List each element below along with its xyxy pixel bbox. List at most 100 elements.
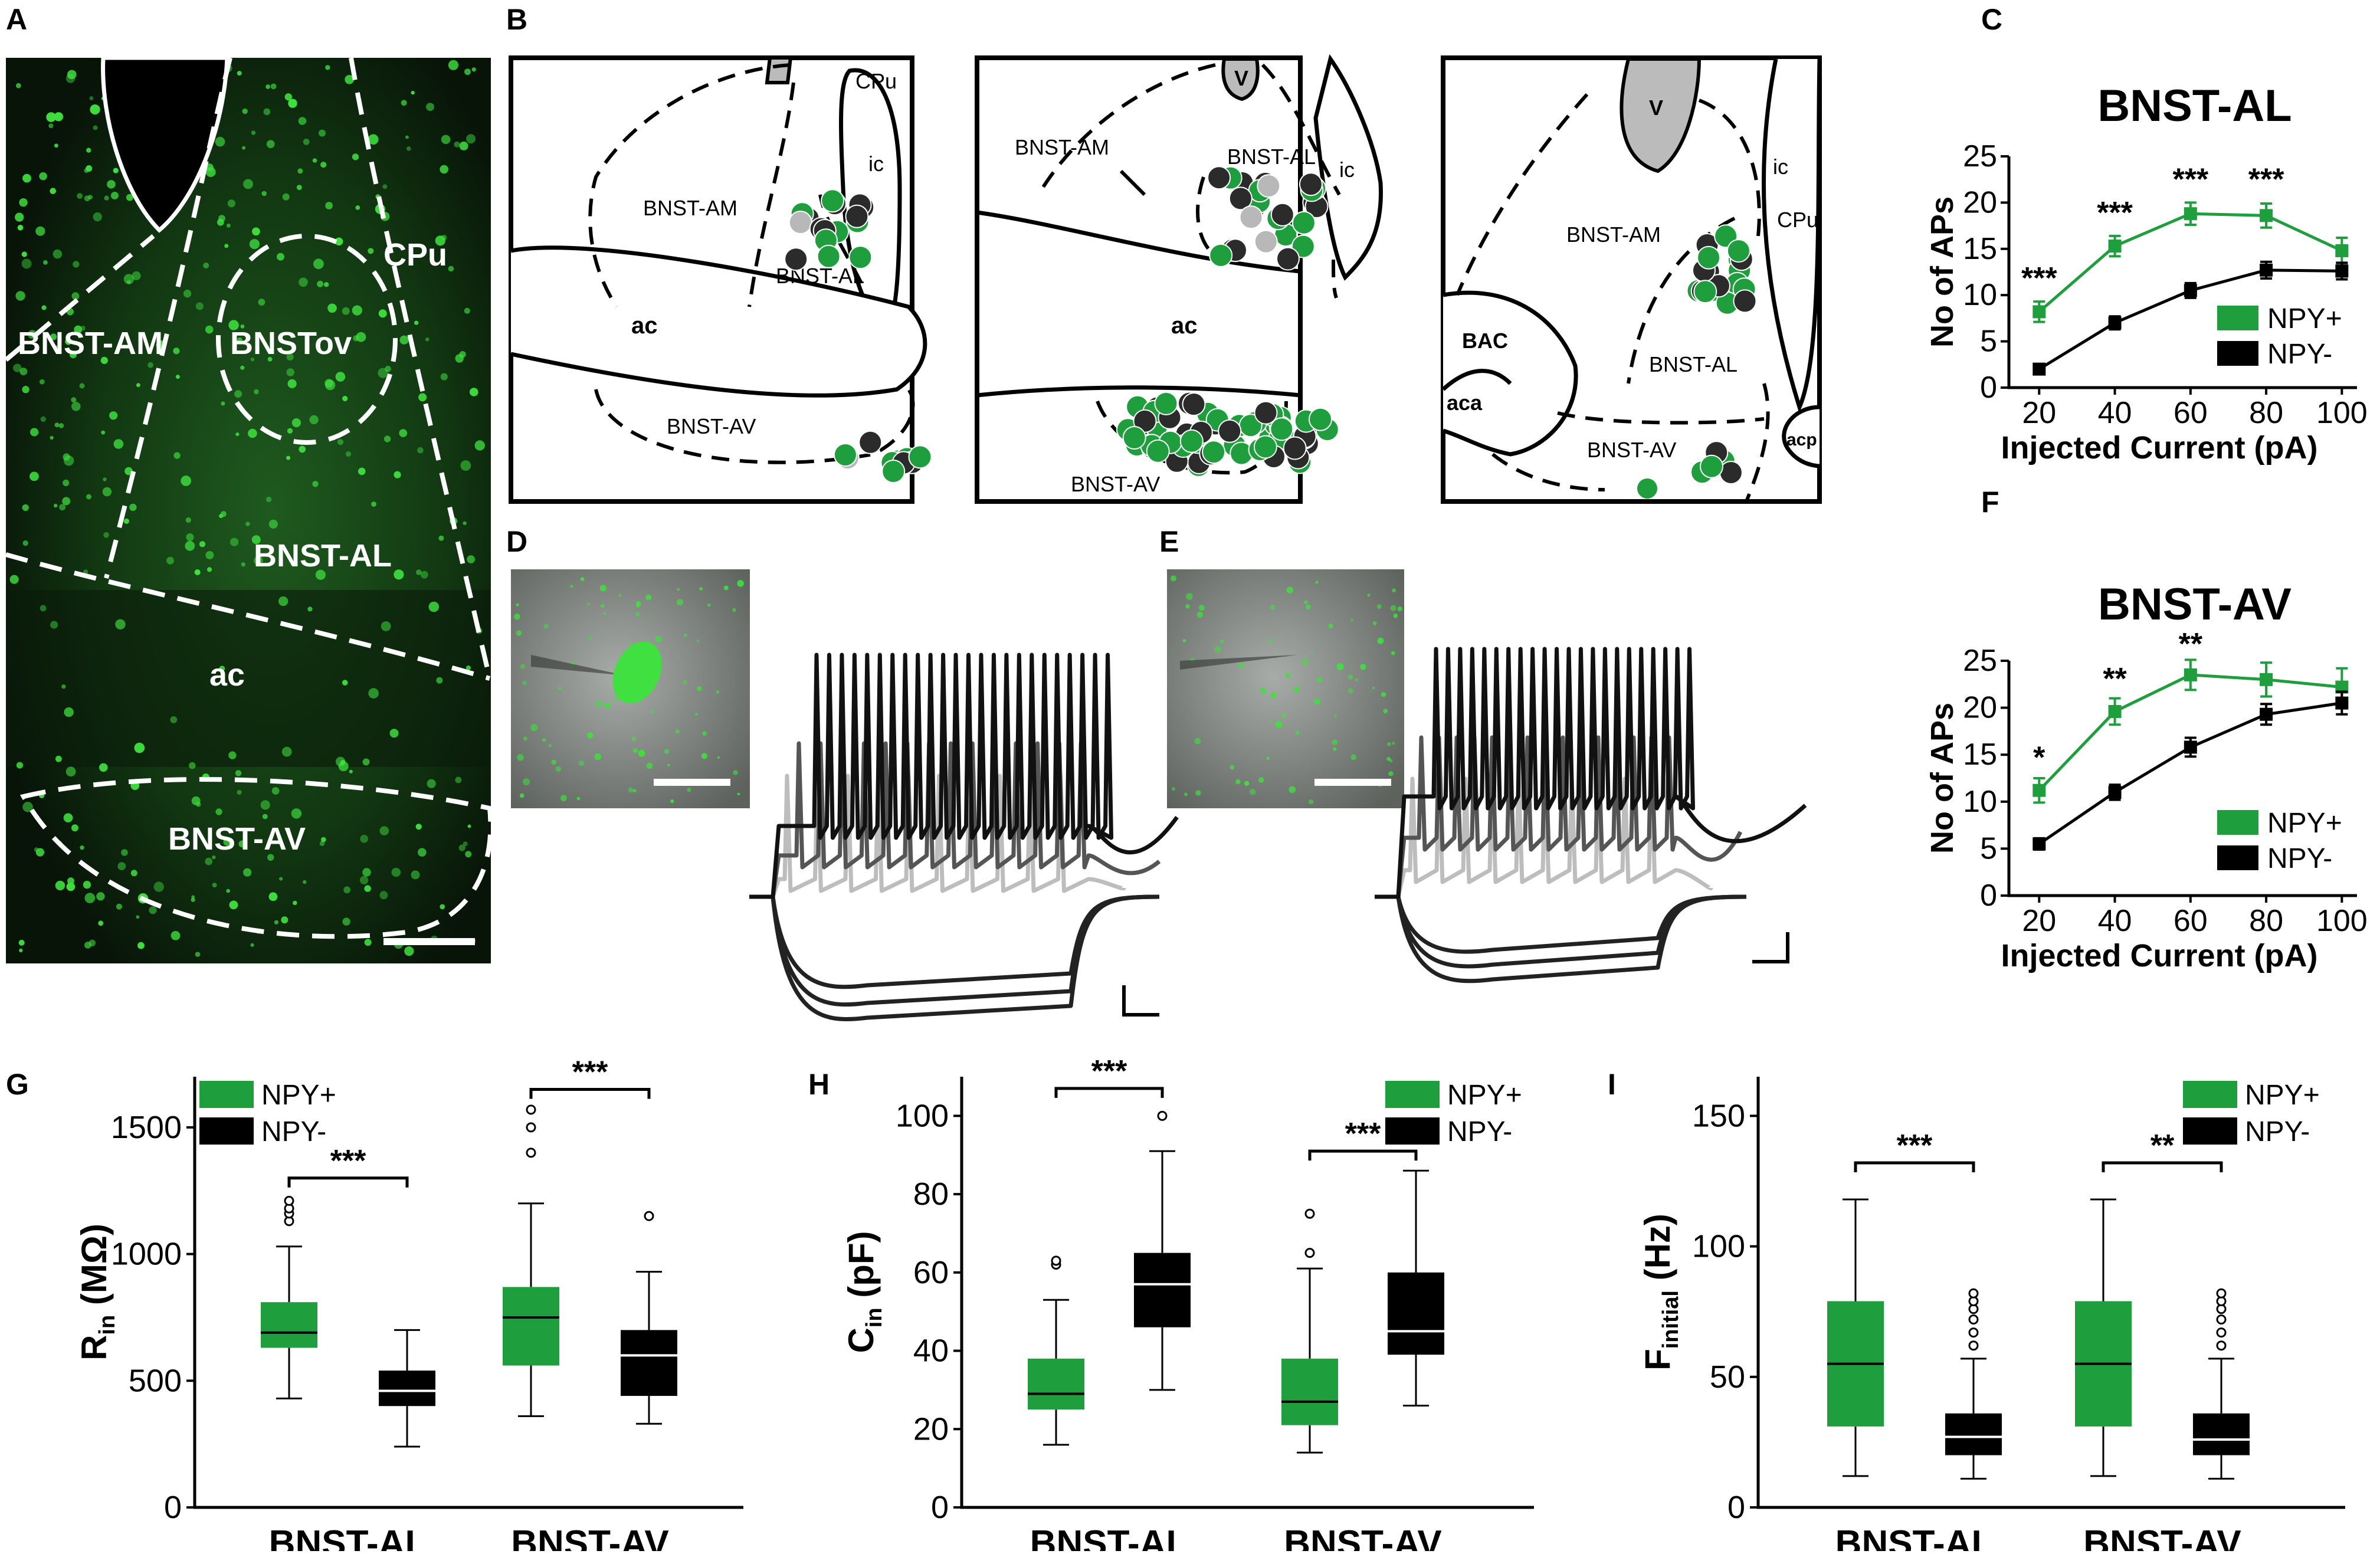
cell-dot [441,135,451,145]
cell-dot [241,562,245,567]
cell-dot [136,915,140,919]
cell-dot [1186,593,1193,600]
significance-bracket [1854,1161,1975,1172]
cell-dot [77,193,83,199]
data-point [2108,316,2122,330]
cell-dot [1392,588,1396,592]
cell-dot [64,707,74,717]
cell-dot [286,368,295,376]
data-point [2260,209,2273,222]
outlier-point [284,1195,294,1206]
cell-dot [440,904,445,910]
cell-dot [382,184,388,189]
cell-dot [50,621,58,629]
panel-letter-d: D [506,525,527,558]
cell-dot [63,479,70,487]
recorded-cell-marker [1299,172,1323,196]
recorded-cell-marker [833,443,857,467]
cell-dot [358,467,366,476]
panel-b-atlas: CPu ic BNST-AM BNST-AL ac BNST-AV V [509,54,1822,504]
cell-dot [113,439,124,449]
cell-dot [523,778,530,786]
cell-dot [378,309,387,318]
cell-dot [71,397,77,403]
cell-dot [235,770,242,776]
cell-dot [219,665,225,671]
cell-dot [147,362,153,368]
cell-dot [587,603,590,606]
hyperpolarizing-trace [749,894,1160,1007]
cell-dot [465,851,472,858]
cell-dot [463,521,467,525]
x-category-label: BNST-AL [269,1523,428,1551]
s1-ic: ic [868,152,884,176]
legend-swatch [2217,810,2258,835]
significance-marker: *** [1897,1129,1933,1163]
legend-swatch [1385,1081,1440,1108]
cell-dot [448,60,459,70]
y-axis-label-main: R [74,1335,114,1360]
significance-marker: *** [330,1144,366,1178]
cell-dot [205,325,214,334]
cell-dot [13,363,22,372]
cell-dot [1235,779,1241,785]
cell-dot [1372,687,1375,690]
cell-dot [251,130,256,135]
cell-dot [63,453,70,461]
legend-swatch [199,1117,254,1145]
s2-ic: ic [1339,158,1355,182]
recorded-cell-marker [788,211,812,234]
hyperpolarizing-trace [749,894,1160,1022]
cell-dot [89,96,94,100]
npy-positive-cell [612,641,662,704]
y-tick-label: 20 [1963,185,1997,219]
cell-dot [325,65,330,70]
cell-dot [381,621,391,631]
cell-dot [149,906,157,914]
outlier-point [1157,1110,1168,1121]
cell-dot [261,191,267,196]
data-point [2032,362,2046,376]
cell-dot [1302,658,1309,665]
chart-g: 0 500 1000 1500 BNST-AL BNST-AV Rin (MΩ) NPY+ NP… [74,1055,743,1554]
cell-dot [291,418,301,428]
cell-dot [254,556,263,565]
cell-dot [134,742,145,753]
cell-dot [1390,605,1396,611]
cell-dot [335,237,343,246]
outlier-point [526,1104,536,1115]
cell-dot [195,302,204,310]
cell-dot [362,758,370,766]
cell-dot [19,948,23,953]
cell-dot [307,606,313,612]
y-tick-label: 25 [1963,139,1997,173]
cell-dot [1268,638,1273,643]
s3-cpu: CPu [1777,208,1818,232]
cell-dot [578,760,585,766]
chart-i: 0 50 100 150 BNST-AL BNST-AV Finitial (Hz) NPY+… [1638,1077,2345,1554]
recorded-cell-marker [1207,166,1231,190]
cell-dot [1350,618,1354,622]
y-tick-label: 5 [1980,831,1997,865]
cell-dot [1194,737,1201,745]
cell-dot [454,141,460,147]
recorded-cell-marker [845,204,869,228]
cell-dot [677,588,680,591]
cell-dot [1387,742,1391,746]
cell-dot [183,289,192,298]
cell-dot [227,199,235,208]
cell-dot [1289,786,1296,794]
recorded-cell-marker [1254,401,1278,425]
cell-dot [699,587,703,591]
cell-dot [576,796,581,801]
cell-dot [19,198,28,207]
cell-dot [360,834,369,843]
cell-dot [70,351,77,359]
cell-dot [1285,673,1290,678]
cell-dot [1185,604,1190,609]
cell-dot [50,333,57,340]
cell-dot [173,452,181,459]
cell-dot [215,136,225,147]
cell-dot [587,636,592,641]
cell-dot [287,379,297,389]
